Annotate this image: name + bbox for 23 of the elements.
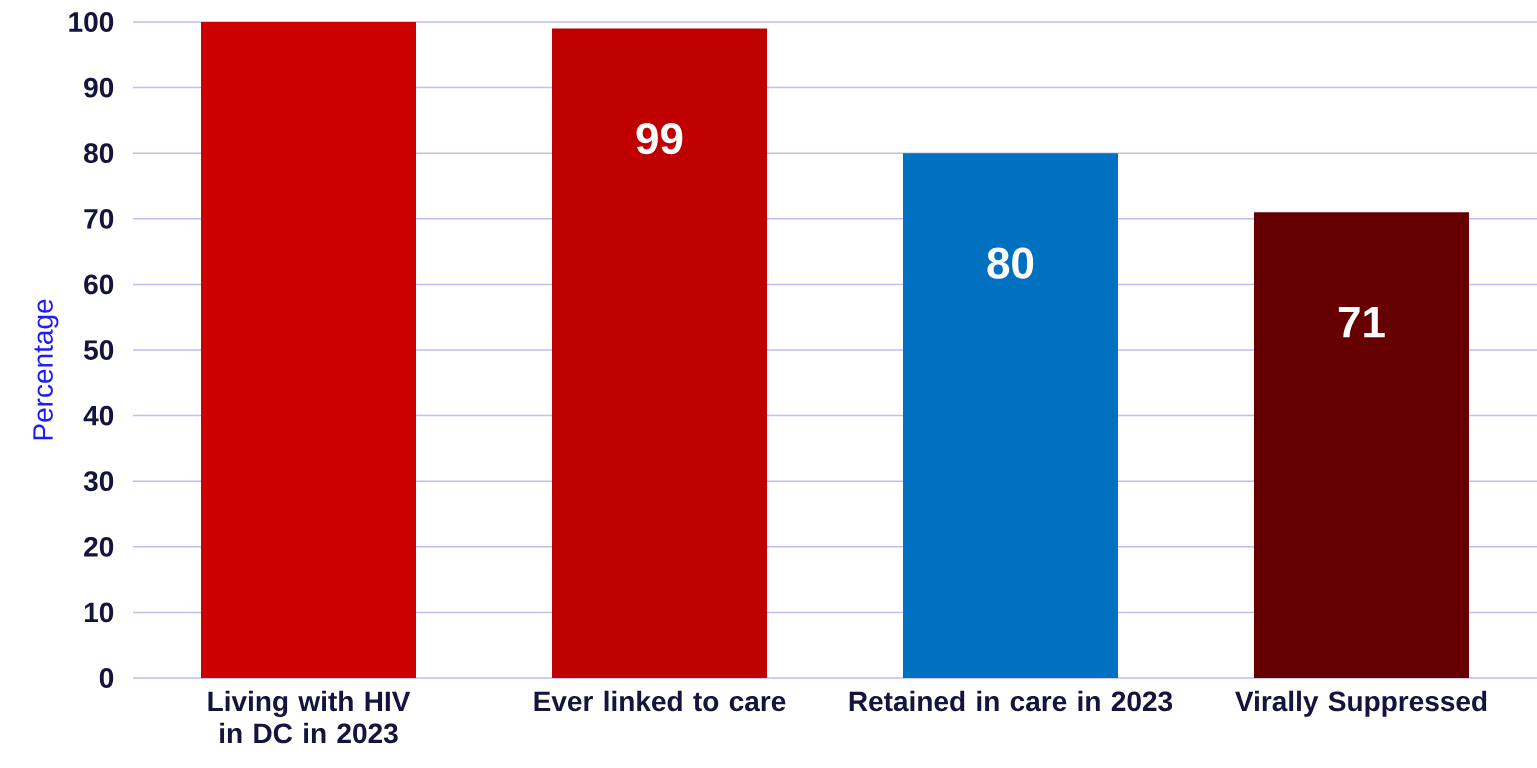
y-axis-title: Percentage [33,299,59,440]
y-tick-label: 20 [84,536,114,557]
y-tick-label: 60 [84,274,114,295]
x-tick-label: Ever linked to care [534,690,786,712]
y-tick-label: 0 [99,668,114,688]
y-tick-label: 100 [69,12,114,32]
x-tick-label: Virally Suppressed [1235,690,1487,717]
data-label: 99 [636,122,683,155]
bar [903,153,1118,678]
y-tick-label: 10 [84,602,114,623]
y-tick-label: 40 [83,405,114,426]
bar [552,28,767,678]
y-tick-label: 30 [83,471,114,492]
y-tick-label: 50 [84,340,114,360]
data-label: 80 [987,247,1034,279]
x-tick-label: Retained in care in 2023 [849,690,1173,712]
x-tick-label: Living with HIV in DC in 2023 [208,690,411,744]
data-label: 71 [1338,307,1385,338]
y-tick-label: 70 [84,208,114,229]
bar [1253,212,1469,678]
bar [201,21,417,678]
y-tick-label: 80 [84,143,114,164]
y-tick-label: 90 [84,77,114,98]
